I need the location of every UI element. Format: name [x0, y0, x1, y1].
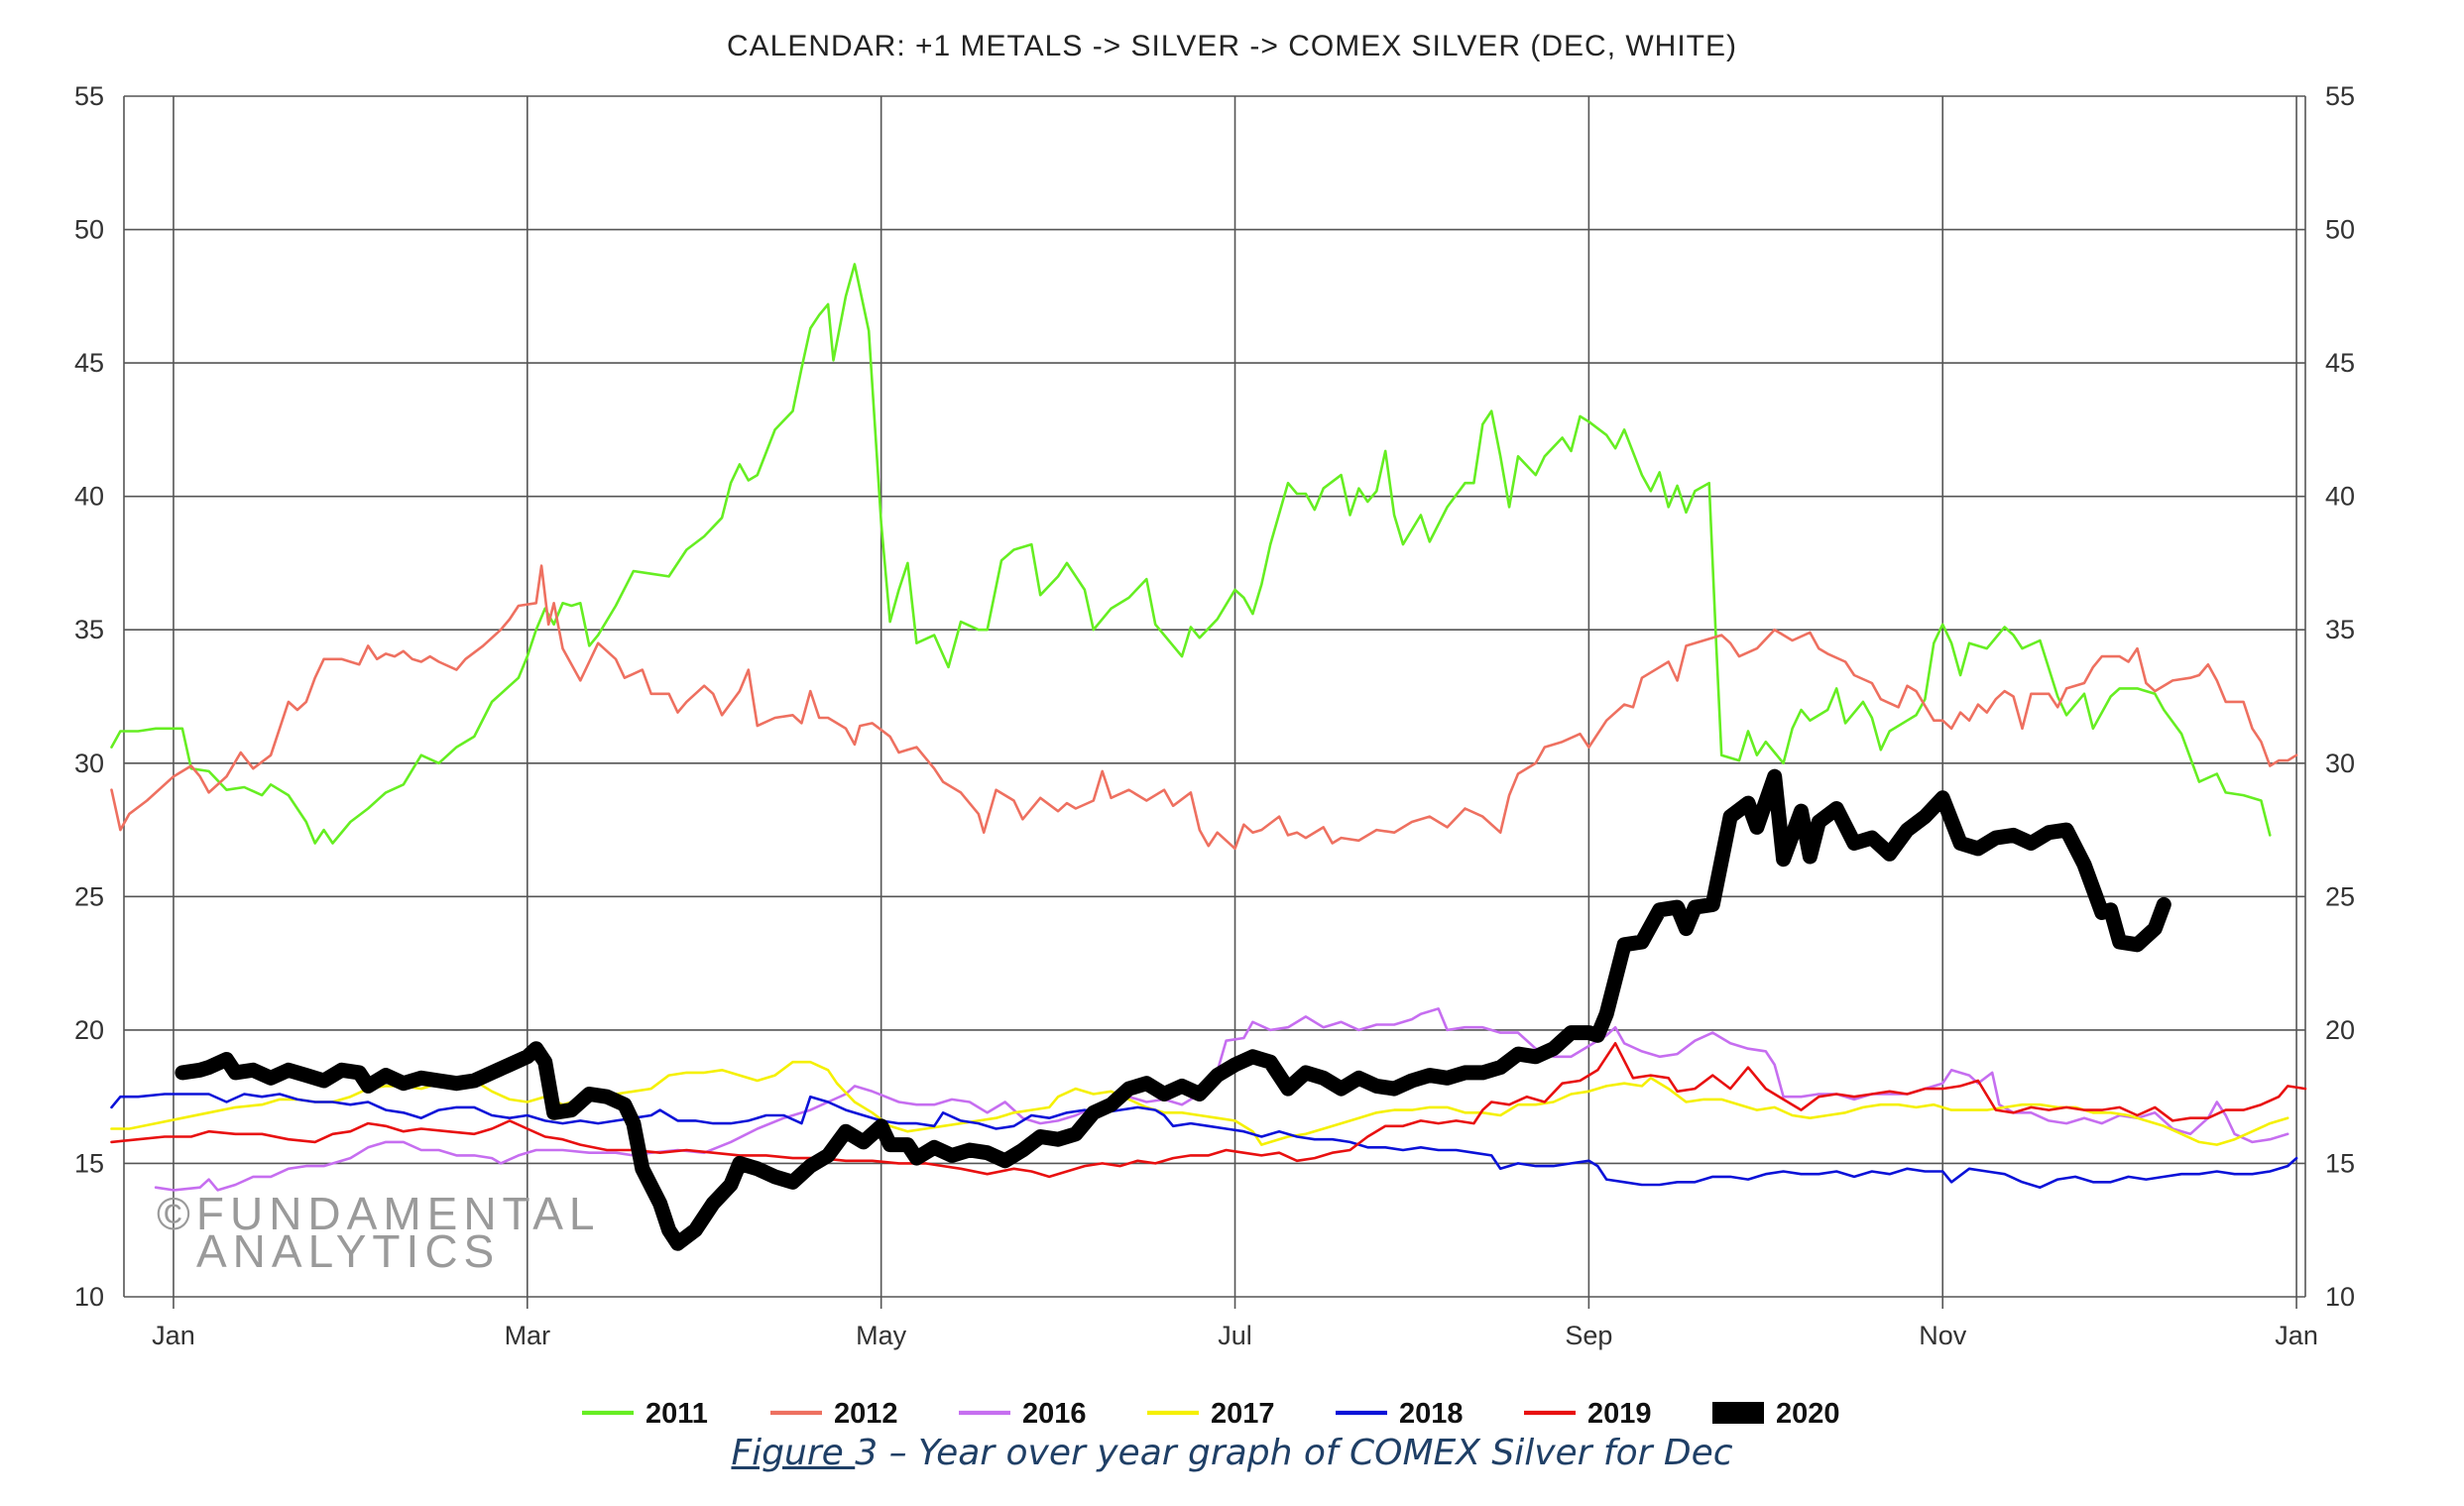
- y-tick-label-left: 30: [74, 749, 104, 778]
- x-tick-label: Jan: [152, 1321, 195, 1350]
- y-tick-label-left: 45: [74, 348, 104, 378]
- y-tick-label-left: 50: [74, 215, 104, 245]
- y-tick-label-right: 10: [2325, 1282, 2355, 1312]
- y-tick-label-right: 15: [2325, 1148, 2355, 1178]
- y-tick-label-right: 20: [2325, 1015, 2355, 1045]
- caption-figure-word: Figure: [731, 1433, 856, 1473]
- y-tick-label-right: 25: [2325, 881, 2355, 911]
- series-line-2020: [175, 768, 2171, 1251]
- series-line-2017: [110, 1060, 2289, 1146]
- x-tick-label: Nov: [1919, 1321, 1967, 1350]
- series-line-2019: [110, 1042, 2307, 1179]
- y-tick-label-right: 30: [2325, 749, 2355, 778]
- x-tick-label: Jan: [2275, 1321, 2318, 1350]
- y-tick-label-right: 50: [2325, 215, 2355, 245]
- caption-text: 3 – Year over year graph of COMEX Silver…: [855, 1433, 1733, 1473]
- grid: [123, 95, 2306, 1309]
- y-tick-label-left: 25: [74, 881, 104, 911]
- series-line-2018: [110, 1093, 2298, 1189]
- legend-label-2012: 2012: [834, 1398, 898, 1430]
- chart-title: CALENDAR: +1 METALS -> SILVER -> COMEX S…: [726, 30, 1738, 62]
- x-tick-label: Mar: [505, 1321, 551, 1350]
- figure-caption: Figure 3 – Year over year graph of COMEX…: [0, 1433, 2464, 1473]
- axes: 10 10 15 15 20 20 25 25 30 30 35 35 40 40 45 45 50 50 55 55…: [74, 81, 2355, 1350]
- legend-label-2011: 2011: [645, 1398, 708, 1430]
- y-tick-label-left: 55: [74, 81, 104, 111]
- y-tick-label-left: 40: [74, 482, 104, 512]
- legend-label-2019: 2019: [1587, 1398, 1652, 1430]
- y-tick-label-right: 55: [2325, 81, 2355, 111]
- legend-label-2020: 2020: [1776, 1398, 1840, 1430]
- x-tick-label: Sep: [1565, 1321, 1612, 1350]
- series-line-2016: [154, 1007, 2289, 1192]
- y-tick-label-left: 20: [74, 1015, 104, 1045]
- legend-label-2018: 2018: [1399, 1398, 1464, 1430]
- y-tick-label-right: 35: [2325, 615, 2355, 644]
- series-line-2012: [110, 564, 2298, 851]
- y-tick-label-right: 45: [2325, 348, 2355, 378]
- series-line-2011: [110, 263, 2272, 845]
- y-tick-label-left: 10: [74, 1282, 104, 1312]
- y-tick-label-left: 15: [74, 1148, 104, 1178]
- watermark-line-1: ©FUNDAMENTAL: [157, 1188, 601, 1239]
- watermark-line-2: ANALYTICS: [196, 1225, 500, 1277]
- x-tick-label: May: [856, 1321, 907, 1350]
- y-tick-label-right: 40: [2325, 482, 2355, 512]
- x-tick-label: Jul: [1218, 1321, 1252, 1350]
- y-tick-label-left: 35: [74, 615, 104, 644]
- legend: 2011 2012 2016 2017 2018 2019 2020: [582, 1398, 1840, 1430]
- legend-label-2016: 2016: [1022, 1398, 1087, 1430]
- series-lines: [110, 263, 2307, 1251]
- legend-label-2017: 2017: [1211, 1398, 1275, 1430]
- watermark: ©FUNDAMENTAL ANALYTICS: [157, 1188, 601, 1277]
